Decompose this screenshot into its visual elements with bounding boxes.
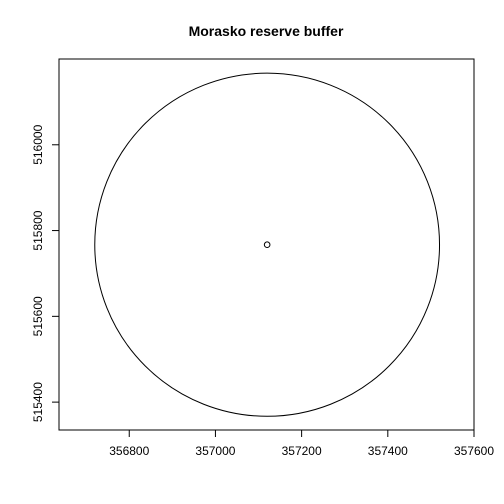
y-tick-label: 516000 — [31, 124, 45, 164]
chart-title: Morasko reserve buffer — [189, 23, 344, 39]
y-tick-label: 515600 — [31, 296, 45, 336]
buffer-circle — [94, 72, 441, 417]
x-tick-label: 357200 — [282, 444, 322, 458]
x-axis: 356800 357000 357200 357400 357600 — [109, 429, 494, 458]
plot-marks — [94, 72, 441, 417]
x-tick-label: 357400 — [368, 444, 408, 458]
y-tick-label: 515800 — [31, 210, 45, 250]
y-axis: 515400 515600 515800 516000 — [31, 124, 60, 422]
x-tick-label: 357000 — [195, 444, 235, 458]
data-point — [263, 241, 271, 249]
y-tick-label: 515400 — [31, 382, 45, 422]
x-tick-label: 356800 — [109, 444, 149, 458]
x-tick-label: 357600 — [454, 444, 494, 458]
plot-frame — [58, 58, 475, 431]
